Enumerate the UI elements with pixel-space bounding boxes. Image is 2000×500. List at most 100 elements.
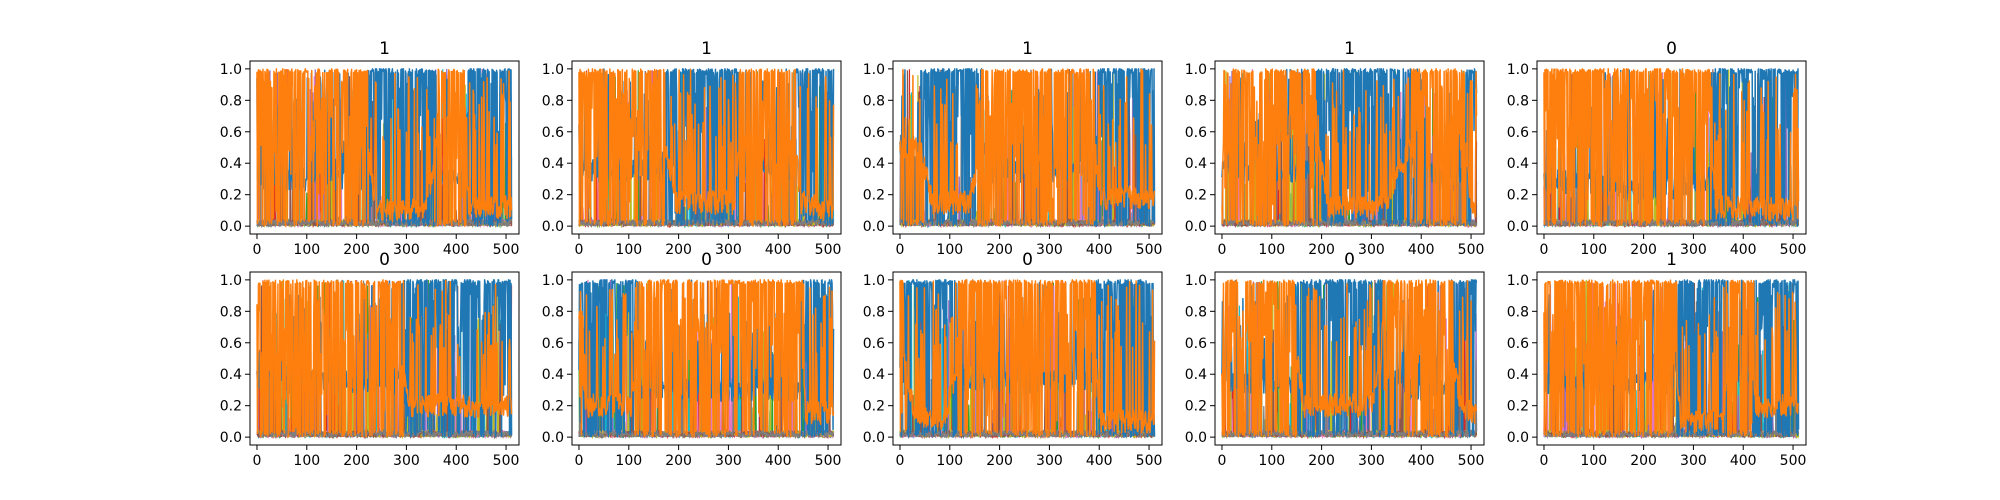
subplot-3: 0 100 200 300 400 500 0.0 0.2 0.4 0.6 0.8 1.0 1 <box>863 39 1163 258</box>
x-tick-label: 200 <box>1630 453 1657 469</box>
x-tick-label: 100 <box>1580 242 1607 258</box>
x-tick-label: 300 <box>715 453 742 469</box>
subplot-title: 1 <box>1344 39 1355 59</box>
y-tick-label: 1.0 <box>220 273 242 289</box>
y-tick-label: 1.0 <box>1507 62 1529 78</box>
y-tick-label: 0.6 <box>863 125 885 141</box>
x-tick-label: 0 <box>575 453 584 469</box>
y-tick-label: 0.4 <box>542 156 564 172</box>
x-tick-label: 500 <box>1458 453 1485 469</box>
x-tick-label: 400 <box>1086 242 1113 258</box>
x-tick-label: 200 <box>986 453 1013 469</box>
y-tick-label: 1.0 <box>863 273 885 289</box>
y-tick-label: 0.2 <box>542 188 564 204</box>
series-line-orange <box>578 68 835 227</box>
x-tick-label: 200 <box>343 453 370 469</box>
x-tick-label: 100 <box>615 453 642 469</box>
x-tick-label: 300 <box>715 242 742 258</box>
subplot-5: 0 100 200 300 400 500 0.0 0.2 0.4 0.6 0.8 1.0 0 <box>1507 39 1807 258</box>
x-tick-label: 300 <box>1358 453 1385 469</box>
axes-frame <box>1214 60 1485 235</box>
y-tick-label: 0.6 <box>542 336 564 352</box>
subplot-title: 1 <box>1666 250 1677 270</box>
axes-frame <box>1214 271 1485 446</box>
y-tick-label: 1.0 <box>542 62 564 78</box>
y-tick-label: 0.8 <box>220 304 242 320</box>
axes-frame <box>1536 60 1807 235</box>
y-tick-label: 0.8 <box>542 304 564 320</box>
y-tick-label: 0.0 <box>542 219 564 235</box>
axes-frame <box>571 60 842 235</box>
y-tick-label: 1.0 <box>1185 62 1207 78</box>
y-tick-label: 0.2 <box>220 399 242 415</box>
x-tick-label: 500 <box>1136 453 1163 469</box>
series-line-orange <box>1221 68 1478 227</box>
y-tick-label: 0.6 <box>1185 336 1207 352</box>
x-tick-label: 300 <box>1036 453 1063 469</box>
y-tick-label: 0.6 <box>220 125 242 141</box>
subplot-title: 0 <box>701 250 712 270</box>
plot-area <box>1221 68 1478 229</box>
plot-area <box>578 279 835 440</box>
x-tick-label: 100 <box>293 242 320 258</box>
y-tick-label: 0.6 <box>1507 125 1529 141</box>
subplot-title: 1 <box>379 39 390 59</box>
series-line-orange <box>899 68 1156 227</box>
x-tick-label: 400 <box>1408 453 1435 469</box>
x-tick-label: 500 <box>1136 242 1163 258</box>
x-tick-label: 300 <box>1680 453 1707 469</box>
y-tick-label: 0.2 <box>220 188 242 204</box>
subplot-title: 0 <box>1666 39 1677 59</box>
subplot-10: 0 100 200 300 400 500 0.0 0.2 0.4 0.6 0.8 1.0 1 <box>1507 250 1807 469</box>
y-tick-label: 0.8 <box>1507 304 1529 320</box>
y-tick-label: 0.4 <box>1507 156 1529 172</box>
plot-area <box>899 279 1156 440</box>
x-tick-label: 100 <box>615 242 642 258</box>
plot-area <box>1543 279 1800 440</box>
y-tick-label: 0.6 <box>220 336 242 352</box>
y-tick-label: 0.8 <box>1185 304 1207 320</box>
y-tick-label: 0.0 <box>1185 219 1207 235</box>
series-line-orange <box>578 279 835 438</box>
x-tick-label: 0 <box>253 453 262 469</box>
y-tick-label: 0.4 <box>1185 156 1207 172</box>
series-line-accent-8 <box>1221 280 1478 439</box>
series-line-orange <box>1221 279 1478 438</box>
y-tick-label: 0.8 <box>1185 93 1207 109</box>
x-tick-label: 400 <box>443 453 470 469</box>
x-tick-label: 300 <box>393 242 420 258</box>
y-tick-label: 0.6 <box>1185 125 1207 141</box>
plot-area <box>899 68 1156 229</box>
plot-area <box>578 68 835 229</box>
subplot-title: 0 <box>1344 250 1355 270</box>
x-tick-label: 300 <box>393 453 420 469</box>
subplot-8: 0 100 200 300 400 500 0.0 0.2 0.4 0.6 0.8 1.0 0 <box>863 250 1163 469</box>
y-tick-label: 0.0 <box>863 219 885 235</box>
y-tick-label: 0.0 <box>1185 430 1207 446</box>
y-tick-label: 0.2 <box>1507 188 1529 204</box>
y-tick-label: 0.2 <box>863 399 885 415</box>
x-tick-label: 0 <box>253 242 262 258</box>
x-tick-label: 400 <box>1408 242 1435 258</box>
series-line-orange <box>1543 68 1800 227</box>
x-tick-label: 100 <box>936 242 963 258</box>
y-tick-label: 0.8 <box>863 93 885 109</box>
x-tick-label: 100 <box>936 453 963 469</box>
x-tick-label: 500 <box>493 242 520 258</box>
plot-area <box>1543 68 1800 229</box>
y-tick-label: 0.4 <box>1507 367 1529 383</box>
y-tick-label: 0.4 <box>220 156 242 172</box>
x-tick-label: 500 <box>1458 242 1485 258</box>
x-tick-label: 300 <box>1680 242 1707 258</box>
x-tick-label: 400 <box>443 242 470 258</box>
subplot-7: 0 100 200 300 400 500 0.0 0.2 0.4 0.6 0.8 1.0 0 <box>542 250 842 469</box>
y-tick-label: 0.8 <box>220 93 242 109</box>
x-tick-label: 0 <box>896 453 905 469</box>
plot-area <box>256 68 513 229</box>
y-tick-label: 0.0 <box>220 219 242 235</box>
y-tick-label: 0.4 <box>1185 367 1207 383</box>
x-tick-label: 200 <box>1308 242 1335 258</box>
axes-frame <box>249 60 520 235</box>
series-line-orange <box>256 68 513 227</box>
x-tick-label: 100 <box>1258 453 1285 469</box>
